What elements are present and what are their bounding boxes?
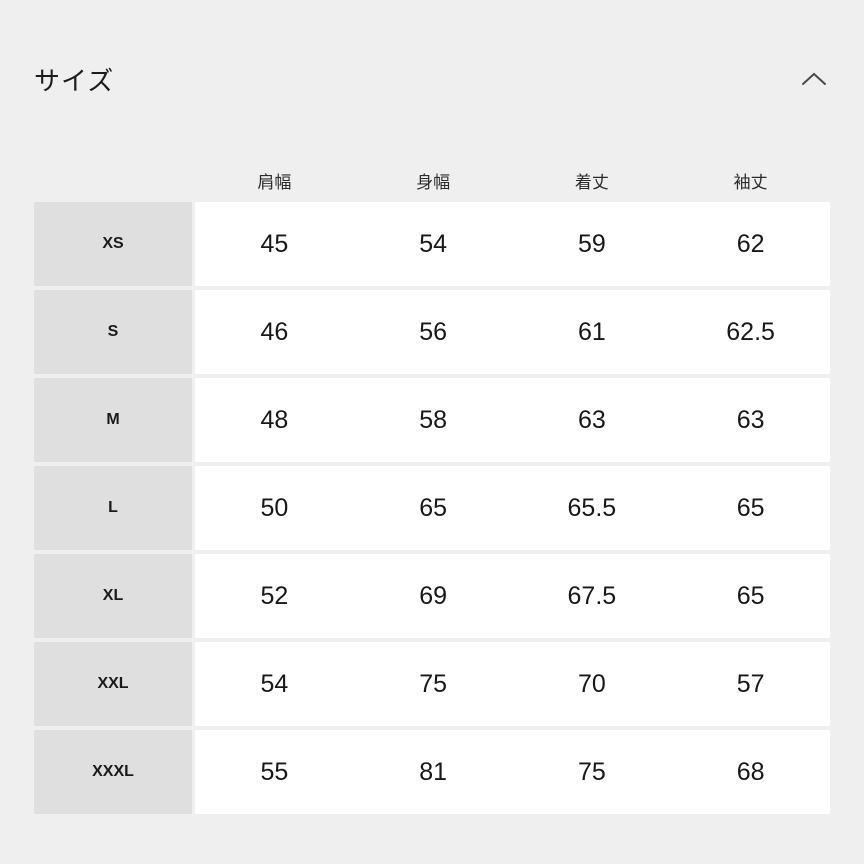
- measurement-cell: 59: [577, 229, 606, 258]
- column-header-sleeve-length: 袖丈: [733, 172, 768, 192]
- measurement-cell: 68: [736, 757, 765, 786]
- size-section-header[interactable]: サイズ: [34, 56, 832, 102]
- measurement-cell: 75: [419, 669, 448, 698]
- table-row: XS 45 54 59 62: [34, 202, 830, 286]
- size-label-cell: M: [34, 378, 192, 462]
- chevron-up-icon: [802, 72, 826, 85]
- measurement-cell: 61: [577, 317, 606, 346]
- measurement-cell: 54: [260, 669, 289, 698]
- table-row: S 46 56 61 62.5: [34, 290, 830, 374]
- size-table: 肩幅 身幅 着丈 袖丈 XS 45 54 59 62 S 46 56 61 62…: [34, 158, 830, 814]
- column-header-length: 着丈: [574, 172, 609, 192]
- header-spacer: [34, 158, 192, 202]
- measurement-cell: 70: [577, 669, 606, 698]
- measurement-cell: 56: [419, 317, 448, 346]
- size-label-cell: XXXL: [34, 730, 192, 814]
- measurement-cell: 52: [260, 581, 289, 610]
- measurement-cell: 50: [260, 493, 289, 522]
- table-row: XXL 54 75 70 57: [34, 642, 830, 726]
- size-label-cell: XXL: [34, 642, 192, 726]
- measurement-cell: 65.5: [567, 493, 617, 522]
- table-row: M 48 58 63 63: [34, 378, 830, 462]
- measurement-cell: 58: [419, 405, 448, 434]
- size-label-cell: L: [34, 466, 192, 550]
- measurement-cell: 67.5: [567, 581, 617, 610]
- measurement-cell: 75: [577, 757, 606, 786]
- column-header-shoulder-width: 肩幅: [257, 172, 292, 192]
- measurement-cell: 65: [736, 581, 765, 610]
- measurement-cell: 63: [577, 405, 606, 434]
- measurement-cell: 62: [736, 229, 765, 258]
- measurement-cell: 57: [736, 669, 765, 698]
- measurement-cell: 54: [419, 229, 448, 258]
- measurement-cell: 81: [419, 757, 448, 786]
- measurement-cell: 45: [260, 229, 289, 258]
- table-row: XL 52 69 67.5 65: [34, 554, 830, 638]
- measurement-cell: 65: [736, 493, 765, 522]
- size-label-cell: S: [34, 290, 192, 374]
- measurement-cell: 46: [260, 317, 289, 346]
- table-row: XXXL 55 81 75 68: [34, 730, 830, 814]
- collapse-section-button[interactable]: [796, 67, 832, 91]
- measurement-cell: 65: [419, 493, 448, 522]
- measurement-cell: 69: [419, 581, 448, 610]
- measurement-cell: 63: [736, 405, 765, 434]
- size-label-cell: XS: [34, 202, 192, 286]
- table-header-row: 肩幅 身幅 着丈 袖丈: [34, 158, 830, 202]
- measurement-cell: 48: [260, 405, 289, 434]
- column-header-body-width: 身幅: [416, 172, 451, 192]
- measurement-cell: 62.5: [726, 317, 775, 346]
- section-title: サイズ: [34, 65, 115, 96]
- size-label-cell: XL: [34, 554, 192, 638]
- table-row: L 50 65 65.5 65: [34, 466, 830, 550]
- measurement-cell: 55: [260, 757, 289, 786]
